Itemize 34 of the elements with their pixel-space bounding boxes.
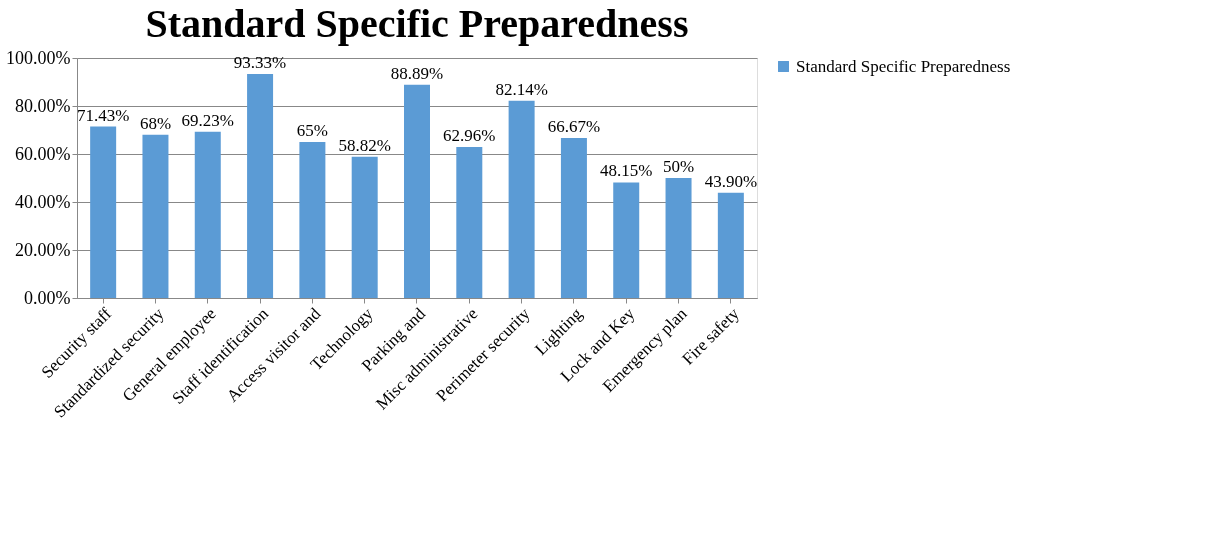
data-label: 65%	[296, 121, 328, 140]
bar	[560, 137, 587, 298]
data-label: 48.15%	[600, 161, 653, 181]
bar	[456, 146, 483, 298]
data-label: 88.89%	[390, 63, 444, 83]
bar	[351, 156, 378, 298]
bar	[404, 84, 430, 298]
data-label: 93.33%	[233, 53, 287, 73]
bar	[247, 74, 274, 298]
data-label: 71.43%	[76, 105, 130, 125]
y-tick-label: 0.00%	[24, 287, 71, 308]
y-tick-label: 60.00%	[15, 143, 71, 164]
y-tick-label: 80.00%	[15, 95, 71, 116]
data-label: 69.23%	[181, 110, 234, 130]
bar	[717, 192, 744, 298]
data-label: 68%	[139, 113, 172, 133]
data-label: 62.96%	[443, 125, 496, 145]
bar	[90, 126, 117, 298]
data-label: 66.67%	[547, 116, 601, 136]
bar	[299, 142, 326, 298]
data-label: 50%	[662, 157, 695, 176]
legend-label: Standard Specific Preparedness	[796, 56, 1011, 76]
chart-title: Standard Specific Preparedness	[145, 1, 689, 46]
bar	[613, 182, 640, 298]
y-tick-label: 40.00%	[15, 191, 71, 212]
y-tick-label: 20.00%	[15, 239, 71, 260]
bar	[194, 131, 221, 298]
bar	[665, 178, 692, 298]
data-label: 58.82%	[338, 135, 391, 155]
data-label: 82.14%	[495, 79, 548, 99]
bar	[508, 100, 535, 298]
y-tick-label: 100.00%	[6, 47, 71, 68]
data-label: 43.90%	[704, 171, 758, 191]
bar	[142, 134, 169, 298]
